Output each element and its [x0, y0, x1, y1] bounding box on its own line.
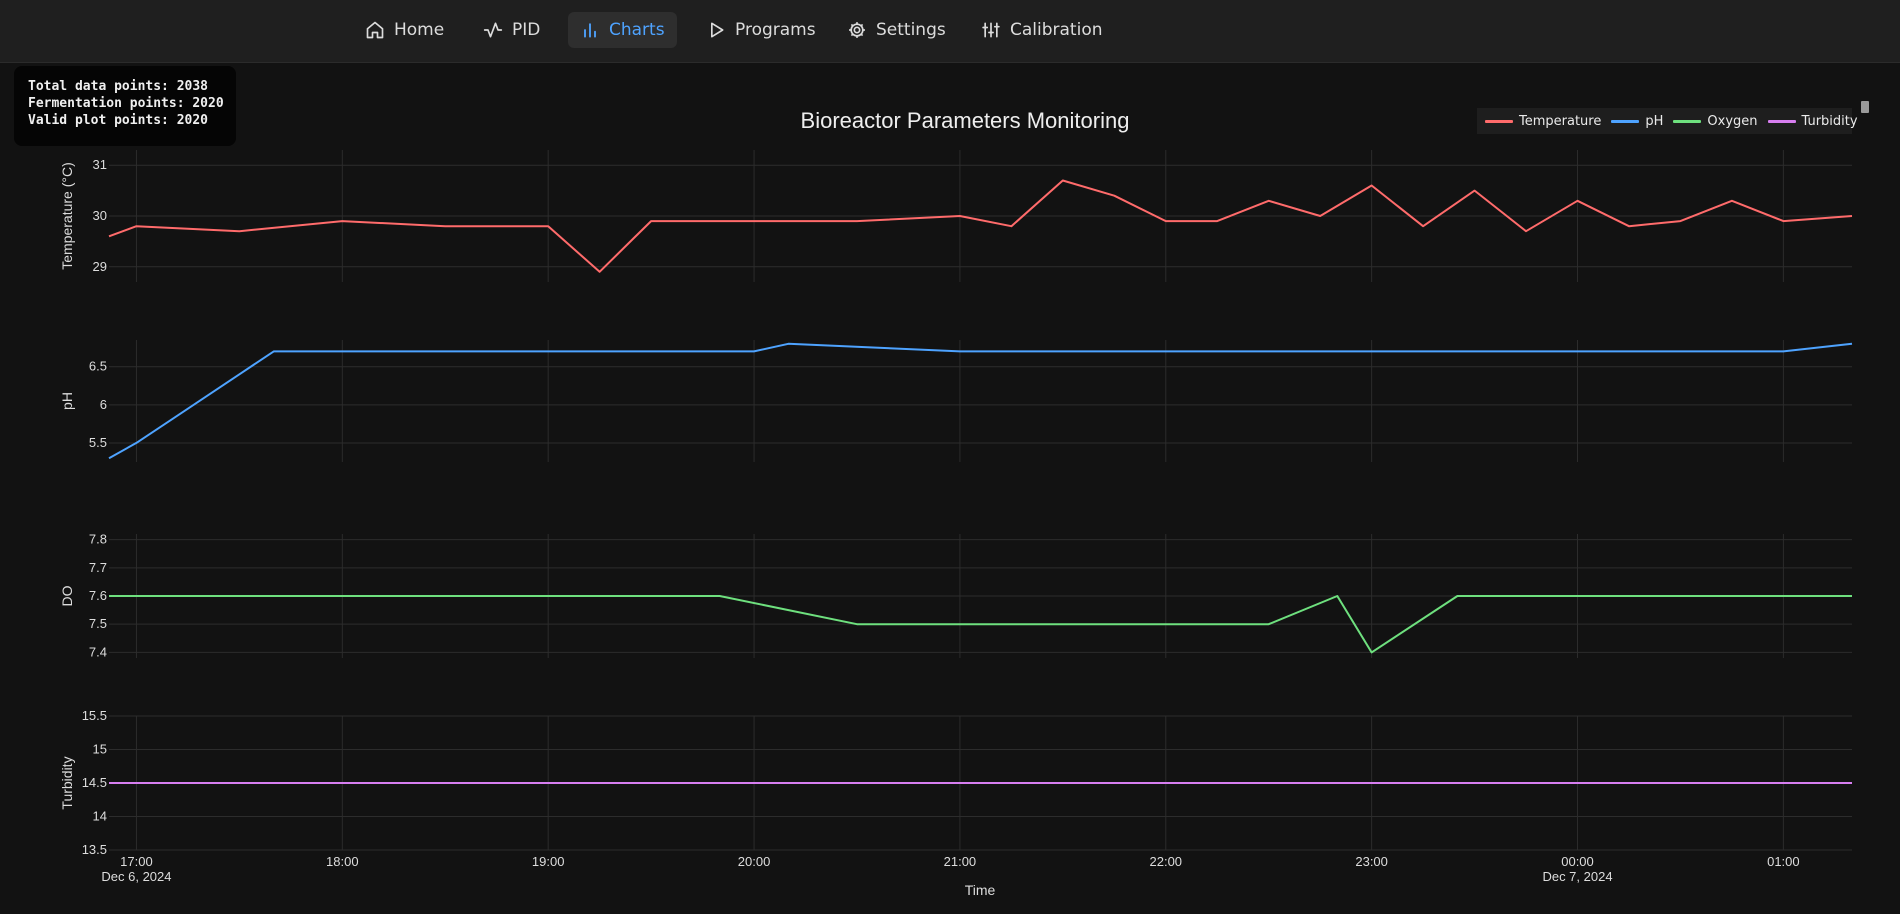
top-navigation: Home PID Charts Programs Settings Calibr…: [0, 0, 1900, 63]
nav-item-label: PID: [512, 20, 541, 40]
y-tick-label: 7.4: [89, 644, 107, 659]
valid-points-text: Valid plot points: 2020: [28, 113, 209, 128]
legend-item-oxygen[interactable]: Oxygen: [1673, 113, 1758, 129]
y-axis-label: Temperature (°C): [59, 162, 75, 270]
series-line-ph: [108, 342, 1853, 460]
y-tick-label: 29: [93, 259, 107, 274]
legend-label: Oxygen: [1707, 113, 1758, 129]
y-tick-label: 5.5: [89, 435, 107, 450]
y-tick-label: 13.5: [82, 842, 107, 857]
nav-item-settings[interactable]: Settings: [835, 12, 958, 48]
chart-legend: Temperature pH Oxygen Turbidity: [1477, 108, 1858, 134]
chart-modebar-handle[interactable]: [1861, 101, 1869, 113]
legend-label: Turbidity: [1801, 113, 1858, 129]
y-tick-label: 7.8: [89, 532, 107, 547]
legend-swatch: [1673, 119, 1702, 123]
legend-swatch: [1485, 119, 1513, 123]
y-tick-label: 7.7: [89, 560, 107, 575]
gear-icon: [849, 22, 865, 38]
play-icon: [711, 22, 724, 38]
y-tick-label: 31: [93, 157, 107, 172]
x-axis-label: Time: [965, 882, 996, 898]
x-tick-label: 20:00: [738, 854, 771, 869]
y-tick-label: 7.6: [89, 588, 107, 603]
y-tick-label: 14: [93, 809, 107, 824]
legend-item-ph[interactable]: pH: [1611, 114, 1663, 129]
nav-item-label: Calibration: [1010, 20, 1103, 40]
y-tick-label: 6.5: [89, 359, 107, 374]
x-tick-label: 00:00: [1561, 854, 1594, 869]
x-tick-label: 19:00: [532, 854, 565, 869]
y-tick-label: 15.5: [82, 708, 107, 723]
home-icon: [366, 21, 384, 39]
x-tick-sublabel: Dec 6, 2024: [101, 869, 171, 884]
legend-label: Temperature: [1519, 113, 1602, 129]
nav-item-label: Home: [394, 20, 445, 40]
x-tick-sublabel: Dec 7, 2024: [1542, 869, 1612, 884]
nav-item-label: Charts: [609, 20, 665, 40]
chart-title: Bioreactor Parameters Monitoring: [801, 108, 1130, 133]
x-tick-label: 17:00: [120, 854, 153, 869]
nav-item-charts[interactable]: Charts: [568, 12, 677, 48]
y-tick-label: 6: [100, 397, 107, 412]
legend-swatch: [1611, 119, 1640, 123]
y-axis-label: pH: [59, 392, 75, 410]
nav-item-programs[interactable]: Programs: [694, 12, 828, 48]
legend-item-turbidity[interactable]: Turbidity: [1767, 113, 1858, 129]
y-tick-label: 7.5: [89, 616, 107, 631]
sliders-icon: [982, 22, 1000, 38]
nav-item-label: Programs: [735, 20, 816, 40]
legend-item-temperature[interactable]: Temperature: [1485, 114, 1601, 129]
series-line-oxygen: [109, 595, 1852, 654]
legend-label: pH: [1645, 113, 1664, 129]
legend-swatch: [1767, 119, 1796, 123]
nav-item-pid[interactable]: PID: [471, 12, 552, 48]
x-tick-label: 22:00: [1150, 854, 1183, 869]
data-stats-panel: Total data points: 2038 Fermentation poi…: [14, 66, 236, 146]
x-tick-label: 21:00: [944, 854, 977, 869]
y-tick-label: 14.5: [82, 775, 107, 790]
nav-item-label: Settings: [876, 20, 946, 40]
y-axis-label: DO: [59, 585, 75, 606]
fermentation-points-text: Fermentation points: 2020: [28, 96, 224, 111]
activity-icon: [483, 22, 503, 38]
bioreactor-chart: Bioreactor Parameters Monitoring 29 30 31 Te…: [59, 108, 1853, 898]
nav-item-home[interactable]: Home: [353, 12, 456, 48]
x-tick-label: 23:00: [1355, 854, 1388, 869]
x-tick-label: 01:00: [1767, 854, 1800, 869]
nav-item-calibration[interactable]: Calibration: [969, 12, 1115, 48]
series-line-temperature: [108, 179, 1853, 273]
x-tick-label: 18:00: [326, 854, 359, 869]
y-axis-label: Turbidity: [59, 756, 75, 809]
y-tick-label: 30: [93, 208, 107, 223]
y-tick-label: 15: [93, 742, 107, 757]
total-points-text: Total data points: 2038: [28, 79, 209, 94]
bar-chart-icon: [584, 23, 596, 38]
